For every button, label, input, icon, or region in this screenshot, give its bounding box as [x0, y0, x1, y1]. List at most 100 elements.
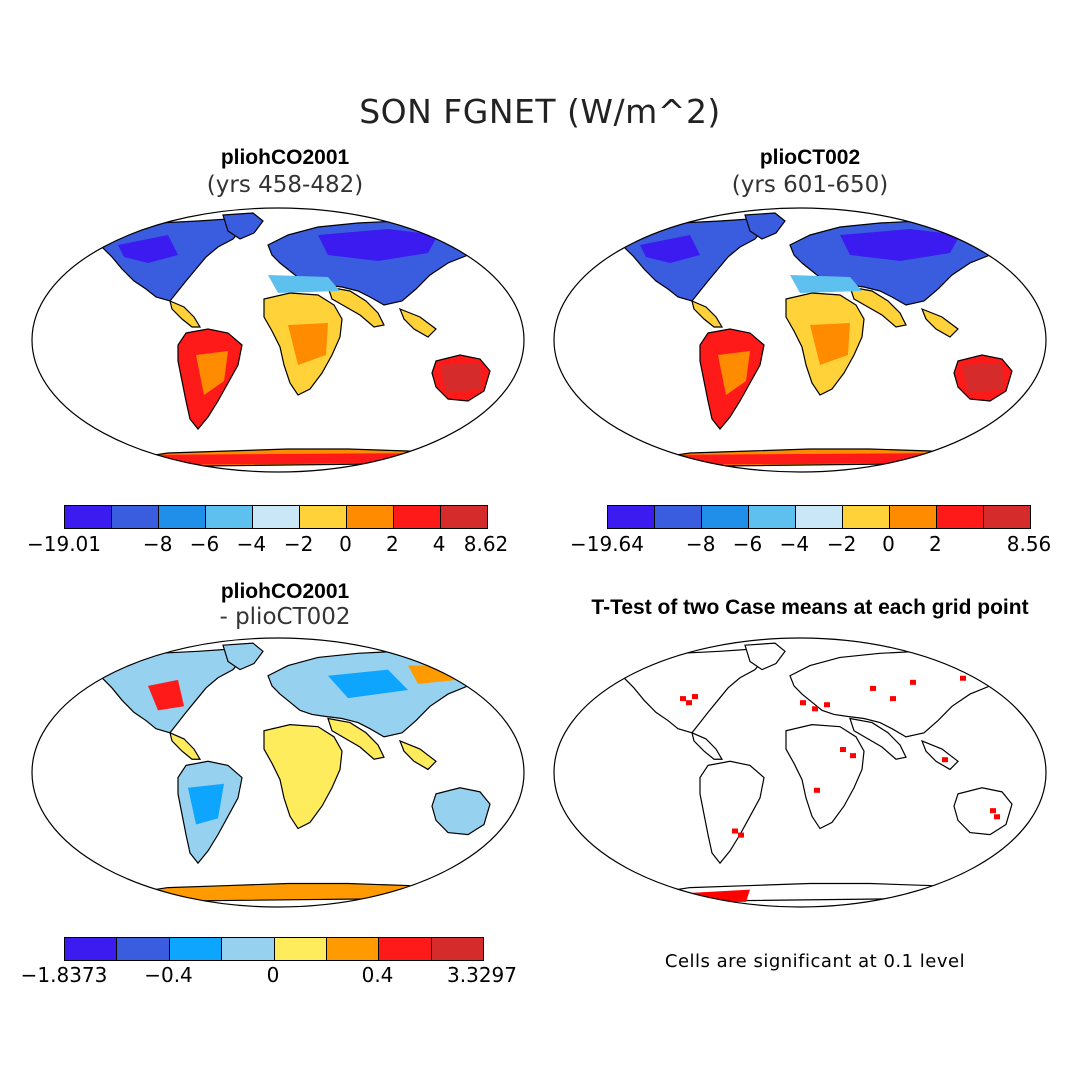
colorbar-swatch: [117, 938, 170, 960]
significant-cell: [960, 675, 966, 681]
colorbar-tick-label: 2: [928, 532, 942, 556]
australia-landmass: [954, 788, 1012, 835]
colorbar-swatch: [984, 506, 1030, 528]
shading-region: [646, 453, 970, 465]
colorbar-tick-label: 0: [266, 963, 280, 987]
colorbar-ticks-panel-2: −19.64 −8 −6 −4 −2 0 2 8.56: [570, 532, 1051, 558]
north-america-landmass: [620, 649, 765, 733]
colorbar-swatch: [112, 506, 159, 528]
colorbar-ticks-panel-1: −19.01 −8 −6 −4 −2 0 2 4 8.62: [27, 532, 508, 558]
colorbar-tick-label: −8: [142, 532, 173, 556]
shading-region: [288, 323, 328, 365]
colorbar-swatch: [843, 506, 890, 528]
south-america-landmass: [700, 761, 764, 863]
significant-cell: [824, 702, 830, 708]
shading-region: [840, 229, 960, 261]
colorbar-tick-label: 4: [432, 532, 446, 556]
colorbar-ticks-panel-3: −1.8373 −0.4 0 0.4 3.3297: [21, 963, 517, 989]
colorbar-swatch: [300, 506, 347, 528]
colorbar-tick-label: −1.8373: [20, 963, 108, 987]
shading-region: [810, 323, 850, 365]
arabia-india-landmass: [850, 719, 906, 760]
shading-region: [790, 275, 862, 293]
colorbar-tick-label: 2: [385, 532, 399, 556]
map-panel-3: [31, 637, 525, 908]
shading-region: [440, 363, 482, 393]
africa-landmass: [786, 725, 864, 829]
north-america-landmass: [98, 219, 243, 301]
significant-cell: [890, 696, 896, 702]
panel1-title: pliohCO2001: [220, 146, 350, 169]
panel3-title: pliohCO2001: [220, 580, 350, 603]
shading-region: [118, 235, 178, 263]
significant-cell: [686, 700, 692, 706]
significant-cell: [738, 832, 744, 838]
panel4-title: T-Test of two Case means at each grid po…: [591, 596, 1029, 619]
southeast-asia-landmass: [922, 741, 958, 770]
significant-cell: [942, 757, 948, 763]
colorbar-tick-label: −8: [685, 532, 716, 556]
shading-region: [718, 351, 750, 395]
significance-note: Cells are significant at 0.1 level: [664, 951, 966, 972]
colorbar-swatch: [608, 506, 655, 528]
greenland-landmass: [223, 213, 263, 239]
greenland-landmass: [745, 643, 785, 669]
central-america-landmass: [692, 301, 722, 327]
significant-cell: [812, 706, 818, 712]
southeast-asia-landmass: [400, 309, 436, 337]
shading-region: [196, 351, 228, 395]
colorbar-swatch: [253, 506, 300, 528]
colorbar-swatch: [326, 938, 380, 960]
colorbar-tick-label: −6: [189, 532, 220, 556]
colorbar-swatch: [890, 506, 937, 528]
central-america-landmass: [692, 733, 722, 759]
colorbar-swatch: [655, 506, 702, 528]
colorbar-tick-label: −2: [283, 532, 314, 556]
colorbar-tick-label: −19.64: [569, 532, 645, 556]
greenland-landmass: [745, 213, 785, 239]
shading-region: [188, 783, 224, 825]
colorbar-swatch: [274, 938, 327, 960]
significant-cell: [990, 808, 996, 814]
colorbar-tick-label: −19.01: [26, 532, 102, 556]
eurasia-landmass: [790, 651, 1002, 737]
shading-region: [148, 679, 184, 711]
colorbar-swatch: [222, 938, 275, 960]
shading-region: [962, 363, 1004, 393]
colorbar-swatch: [379, 938, 432, 960]
shading-region: [124, 887, 448, 900]
north-america-landmass: [620, 219, 765, 301]
figure-title: SON FGNET (W/m^2): [359, 92, 721, 131]
panel2-subtitle: (yrs 601-650): [731, 172, 889, 198]
colorbar-swatch: [749, 506, 796, 528]
colorbar-tick-label: −0.4: [144, 963, 193, 987]
map-projection-border: [31, 637, 525, 908]
colorbar-swatch: [441, 506, 487, 528]
greenland-landmass: [223, 643, 263, 669]
colorbar-swatch: [169, 938, 223, 960]
colorbar-swatch: [702, 506, 749, 528]
colorbar-tick-label: 3.3297: [447, 963, 517, 987]
colorbar-swatch: [65, 938, 118, 960]
shading-region: [328, 669, 408, 699]
map-panel-1: [31, 207, 525, 473]
colorbar-panel-2: [607, 505, 1031, 529]
colorbar-tick-label: 8.62: [463, 532, 509, 556]
colorbar-tick-label: −2: [826, 532, 857, 556]
colorbar-panel-1: [64, 505, 488, 529]
colorbar-tick-label: 0: [882, 532, 895, 556]
colorbar-tick-label: −4: [779, 532, 810, 556]
significant-cell: [840, 747, 846, 753]
arabia-india-landmass: [328, 719, 384, 760]
colorbar-swatch: [206, 506, 253, 528]
colorbar-tick-label: 0.4: [361, 963, 394, 987]
significant-cell: [800, 700, 806, 706]
central-america-landmass: [170, 733, 200, 759]
colorbar-swatch: [65, 506, 112, 528]
panel1-subtitle: (yrs 458-482): [206, 172, 364, 198]
arabia-india-landmass: [328, 287, 384, 327]
colorbar-swatch: [796, 506, 843, 528]
colorbar-panel-3: [64, 937, 484, 961]
significant-cell: [870, 685, 876, 691]
colorbar-swatch: [937, 506, 984, 528]
